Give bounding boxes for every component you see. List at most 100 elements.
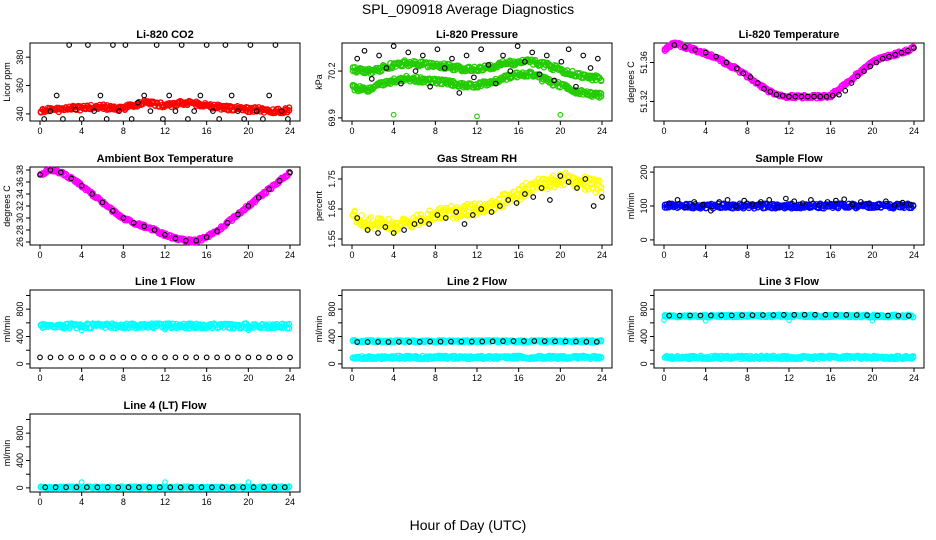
data-point [115,484,121,491]
x-tick-label: 12 [472,126,482,136]
data-point [172,354,179,361]
data-point [587,65,594,71]
data-point [382,224,389,230]
data-point [449,55,455,62]
data-point [816,202,823,209]
x-tick-label: 20 [867,250,877,260]
data-point [287,169,293,176]
data-point [364,339,371,345]
y-tick-label: 51.32 [639,90,649,113]
data-point [479,338,486,345]
data-point [573,83,579,90]
x-tick-label: 24 [597,126,607,136]
data-point [683,204,689,211]
data-point [224,354,231,361]
band-point [367,214,374,221]
x-tick-label: 4 [391,250,396,260]
data-point [156,484,163,491]
data-point [177,484,184,491]
data-point [122,42,129,48]
data-point [130,354,137,361]
data-point [94,484,101,491]
data-point [691,199,698,205]
x-tick-label: 20 [555,126,565,136]
x-tick-label: 8 [745,250,750,260]
band-point [580,180,587,188]
data-point [741,197,748,204]
data-point [162,231,168,238]
data-point [471,74,477,81]
x-tick-label: 24 [597,250,607,260]
data-point [770,312,777,318]
data-point [203,234,210,241]
data-point [419,52,426,59]
data-point [562,338,569,345]
series-black-3 [354,338,600,345]
data-point [500,52,506,59]
data-point [718,312,725,319]
data-point [151,227,158,233]
chart-panel-8: Line 2 Flow ml/min 0 4 8 12 16 20 24 0 400 800 [314,276,613,383]
data-point [892,51,899,58]
data-point [891,202,898,209]
data-point [91,108,98,114]
data-point [728,312,735,319]
x-tick-label: 4 [391,373,396,383]
x-tick-label: 24 [285,250,295,260]
data-point [162,326,168,333]
series-black-2 [354,173,605,236]
data-point [541,338,548,345]
data-point [78,182,85,189]
data-point [565,46,572,53]
series-black-2 [671,42,917,100]
series-cyan-1 [349,352,605,363]
data-point [823,93,830,100]
series-green-1 [349,56,605,85]
x-tick-label: 8 [121,250,126,260]
y-tick-label: 0 [639,361,649,366]
y-axis-label: ml/min [626,316,636,343]
chart-panel-1: Li-820 CO2 Licor ppm 0 4 8 12 16 20 24 340 360 380 [2,29,301,136]
data-point [886,53,892,60]
data-point [37,354,43,361]
data-point [266,186,273,193]
data-point [904,47,911,54]
data-point [125,484,132,491]
x-tick-label: 4 [391,126,396,136]
data-point [245,327,252,334]
chart-panel-6: Sample Flow ml/min 0 4 8 12 16 20 24 0 100 200 [626,153,925,260]
data-point [799,200,806,207]
band-point [285,324,293,332]
x-tick-label: 8 [433,250,438,260]
band-point [413,211,421,219]
data-point [594,55,601,62]
data-point [843,312,850,318]
data-point [141,354,148,361]
data-point [136,484,142,491]
data-point [401,227,407,233]
data-point [235,108,241,114]
data-point [760,312,766,318]
data-point [666,312,673,319]
data-point [783,195,789,202]
data-point [724,197,731,203]
data-point [416,339,423,345]
data-point [895,312,902,319]
data-point [110,354,116,361]
data-point [522,58,528,65]
data-point [41,116,48,122]
data-point [841,196,848,203]
x-tick-label: 8 [745,126,750,136]
data-point [417,218,424,224]
y-tick-label: 100 [639,198,649,213]
series-green-2 [349,68,605,101]
data-point [885,312,891,319]
data-point [78,116,85,122]
y-tick-label: 1.75 [327,170,337,188]
y-tick-label: 400 [15,453,25,468]
data-point [271,484,278,491]
band-point [371,225,378,233]
data-point [708,207,714,214]
data-point [557,173,564,179]
series-green-3 [390,111,564,120]
